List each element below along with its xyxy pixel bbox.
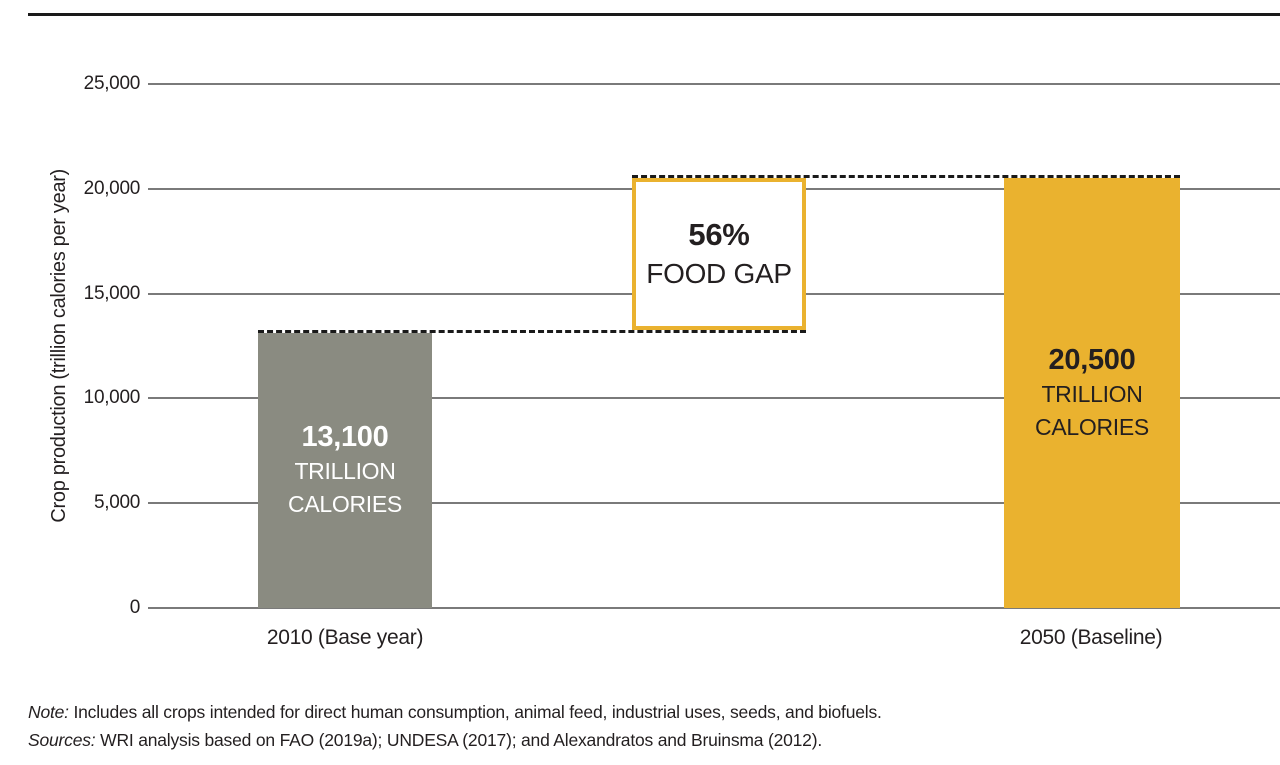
- food-gap-percentage: 56%: [688, 217, 750, 253]
- bar-2050-value-label: 20,500: [1048, 343, 1136, 376]
- dotted-connector-2050-level: [632, 175, 1180, 179]
- sources-line: Sources: WRI analysis based on FAO (2019…: [28, 727, 882, 755]
- food-gap-label: FOOD GAP: [646, 258, 792, 290]
- y-tick-label: 25,000: [83, 73, 141, 94]
- y-tick-label: 5,000: [93, 492, 140, 514]
- footnote: Note: Includes all crops intended for di…: [28, 699, 882, 754]
- gridline: [148, 397, 1280, 400]
- dotted-connector-2010-level: [258, 330, 806, 334]
- gridline: [148, 607, 1280, 609]
- sources-text: WRI analysis based on FAO (2019a); UNDES…: [95, 729, 823, 750]
- food-gap-annotation-box: 56% FOOD GAP: [632, 178, 806, 331]
- note-text: Includes all crops intended for direct h…: [68, 702, 882, 722]
- x-axis-label-2050: 2050 (Baseline): [1019, 626, 1163, 649]
- gridline: [148, 83, 1280, 85]
- bar-2050-unit-line2: CALORIES: [1035, 413, 1149, 440]
- gridline: [148, 502, 1280, 505]
- bar-2010-unit-line1: TRILLION: [294, 458, 396, 485]
- sources-lead: Sources:: [28, 729, 96, 750]
- y-tick-label: 10,000: [83, 387, 141, 409]
- bar-2050-unit-line1: TRILLION: [1041, 380, 1143, 407]
- bar-2010-unit-line2: CALORIES: [288, 491, 402, 518]
- top-rule-divider: [28, 13, 1280, 16]
- bar-2010-base-year: 13,100 TRILLION CALORIES: [258, 333, 432, 608]
- note-line: Note: Includes all crops intended for di…: [28, 699, 882, 727]
- y-tick-label: 20,000: [83, 177, 141, 199]
- bar-2010-value-label: 13,100: [301, 421, 389, 454]
- y-axis-title: Crop production (trillion calories per y…: [38, 84, 80, 608]
- y-axis-title-text: Crop production (trillion calories per y…: [47, 169, 70, 523]
- y-tick-label: 0: [129, 597, 141, 618]
- note-lead: Note:: [28, 702, 69, 722]
- y-tick-label: 15,000: [83, 282, 141, 304]
- x-axis-label-2010: 2010 (Base year): [266, 626, 424, 649]
- bar-2050-baseline: 20,500 TRILLION CALORIES: [1004, 178, 1180, 608]
